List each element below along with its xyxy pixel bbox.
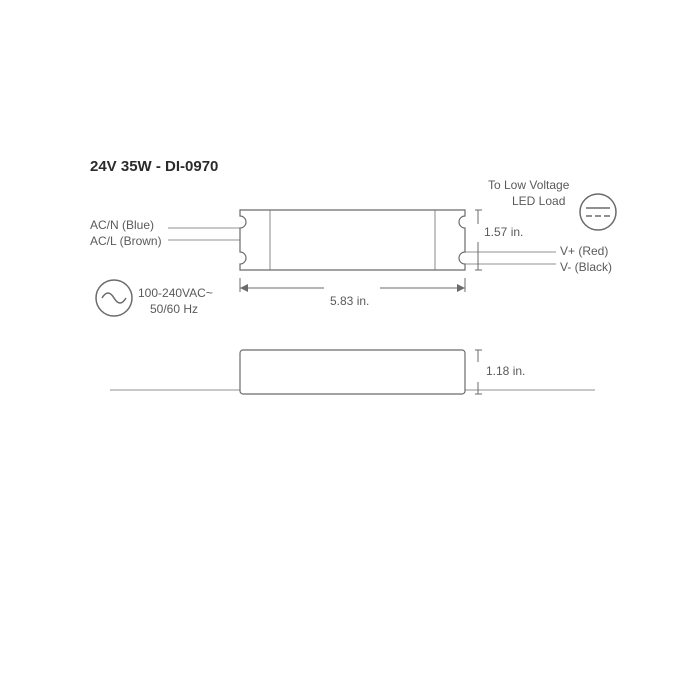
diagram-svg xyxy=(0,0,700,700)
dim-height-lines xyxy=(475,350,482,394)
dc-icon xyxy=(580,194,616,230)
dim-length-lines xyxy=(240,278,465,292)
input-wires xyxy=(168,228,240,240)
side-view-device xyxy=(240,350,465,394)
output-wires xyxy=(465,252,556,264)
top-view-device xyxy=(240,210,465,270)
diagram-canvas: 24V 35W - DI-0970 AC/N (Blue) AC/L (Brow… xyxy=(0,0,700,700)
ac-icon xyxy=(96,280,132,316)
dim-width-lines xyxy=(475,210,482,270)
